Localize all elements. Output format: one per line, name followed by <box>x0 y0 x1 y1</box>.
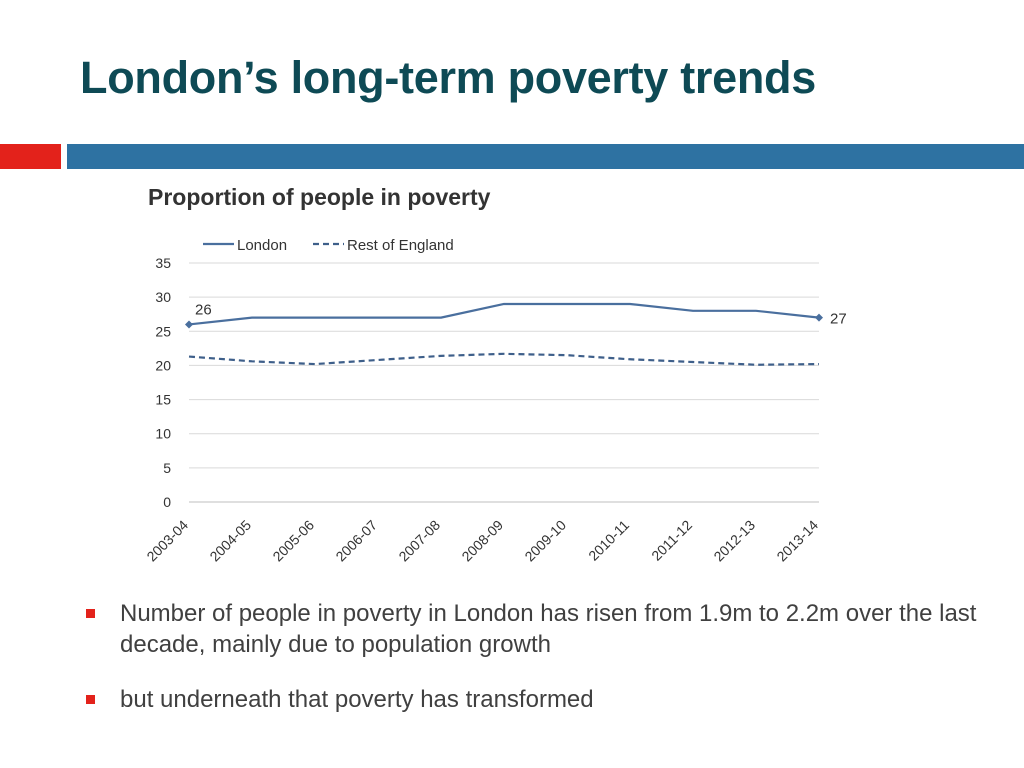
y-tick-label: 20 <box>155 357 171 373</box>
y-tick-label: 35 <box>155 255 171 271</box>
bullet-item: but underneath that poverty has transfor… <box>86 684 986 715</box>
chart-legend: London Rest of England <box>203 237 454 254</box>
x-axis-tick-labels: 2003-04 2004-05 2005-06 2006-07 2007-08 2008-… <box>143 517 821 565</box>
x-tick-label: 2009-10 <box>521 517 569 565</box>
accent-bar-blue <box>67 144 1024 169</box>
y-tick-label: 5 <box>163 460 171 476</box>
y-tick-label: 30 <box>155 289 171 305</box>
x-tick-label: 2006-07 <box>332 517 380 565</box>
x-tick-label: 2007-08 <box>395 517 443 565</box>
data-point-marker <box>815 313 823 322</box>
bullet-square-icon <box>86 609 95 618</box>
x-tick-label: 2013-14 <box>773 517 821 565</box>
y-tick-label: 10 <box>155 426 171 442</box>
legend-label: Rest of England <box>347 237 454 254</box>
chart-series <box>188 302 820 366</box>
data-point-marker <box>185 320 193 329</box>
poverty-line-chart: 0 5 10 15 20 25 30 35 2003-04 2004-05 2005-06 2006… <box>143 237 847 565</box>
data-label: 26 <box>195 301 212 318</box>
bullet-list: Number of people in poverty in London ha… <box>86 598 986 715</box>
accent-bar-red <box>0 144 61 169</box>
data-label: 27 <box>830 311 847 328</box>
series-line-rest-of-england <box>188 352 820 366</box>
bullet-text: but underneath that poverty has transfor… <box>120 686 594 713</box>
y-tick-label: 25 <box>155 323 171 339</box>
chart-title: Proportion of people in poverty <box>148 184 491 210</box>
bullet-square-icon <box>86 695 95 704</box>
series-line-london <box>188 302 820 326</box>
x-tick-label: 2008-09 <box>458 517 506 565</box>
y-tick-label: 15 <box>155 392 171 408</box>
x-tick-label: 2011-12 <box>648 517 695 564</box>
bullet-text: Number of people in poverty in London ha… <box>120 600 977 658</box>
x-tick-label: 2010-11 <box>585 517 632 564</box>
x-tick-label: 2003-04 <box>143 517 191 565</box>
x-tick-label: 2012-13 <box>710 517 758 565</box>
y-axis-tick-labels: 0 5 10 15 20 25 30 35 <box>155 255 171 510</box>
y-tick-label: 0 <box>163 494 171 510</box>
x-tick-label: 2004-05 <box>206 517 254 565</box>
legend-label: London <box>237 237 287 254</box>
slide-title: London’s long-term poverty trends <box>80 52 816 103</box>
bullet-item: Number of people in poverty in London ha… <box>86 598 986 660</box>
chart-gridlines <box>189 262 819 503</box>
chart-data-labels: 26 27 <box>185 301 847 329</box>
x-tick-label: 2005-06 <box>269 517 317 565</box>
